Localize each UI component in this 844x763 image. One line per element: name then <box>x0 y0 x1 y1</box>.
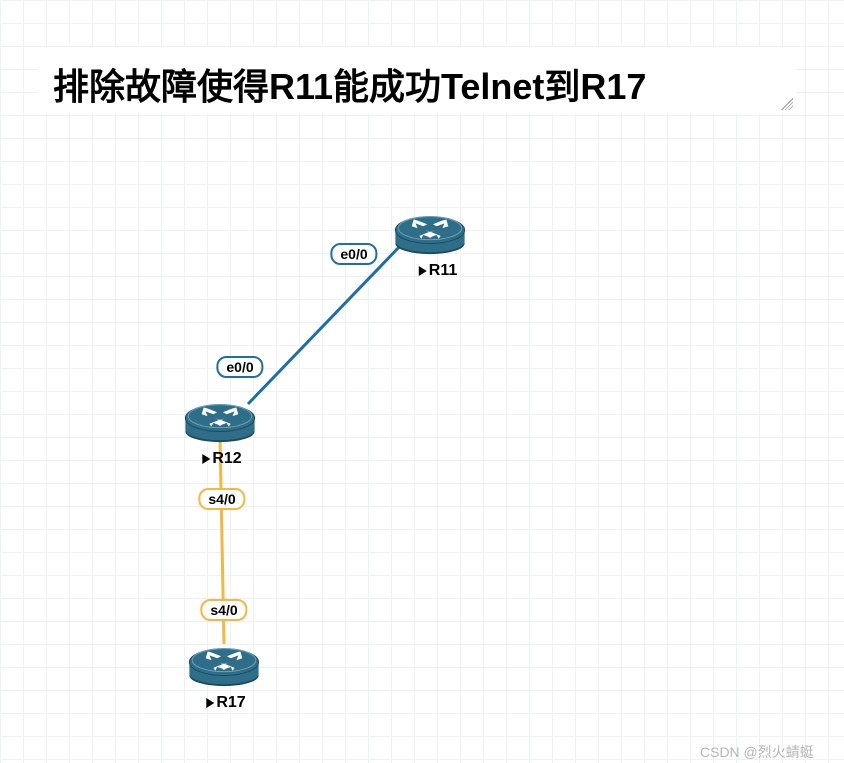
label-r17: R17 <box>206 694 245 712</box>
label-r12: R12 <box>202 450 241 468</box>
title-box[interactable]: 排除故障使得R11能成功Telnet到R17 <box>38 47 796 113</box>
label-r17-text: R17 <box>216 694 245 712</box>
label-r11-text: R11 <box>429 262 457 280</box>
link-r11-r12 <box>248 244 402 404</box>
play-icon <box>202 454 210 464</box>
iface-r12-s40: s4/0 <box>198 488 245 510</box>
router-r11[interactable] <box>391 207 469 257</box>
router-r17[interactable] <box>185 639 263 689</box>
watermark: CSDN @烈火蜻蜓 <box>700 742 814 762</box>
iface-r12-e00: e0/0 <box>216 356 263 378</box>
play-icon <box>206 698 214 708</box>
iface-r17-s40: s4/0 <box>200 599 247 621</box>
label-r12-text: R12 <box>212 450 241 468</box>
label-r11: R11 <box>419 262 457 280</box>
iface-r11-e00: e0/0 <box>330 243 377 265</box>
play-icon <box>419 266 427 276</box>
topology-links <box>0 0 844 763</box>
router-r12[interactable] <box>181 395 259 445</box>
title-text: 排除故障使得R11能成功Telnet到R17 <box>53 66 646 107</box>
